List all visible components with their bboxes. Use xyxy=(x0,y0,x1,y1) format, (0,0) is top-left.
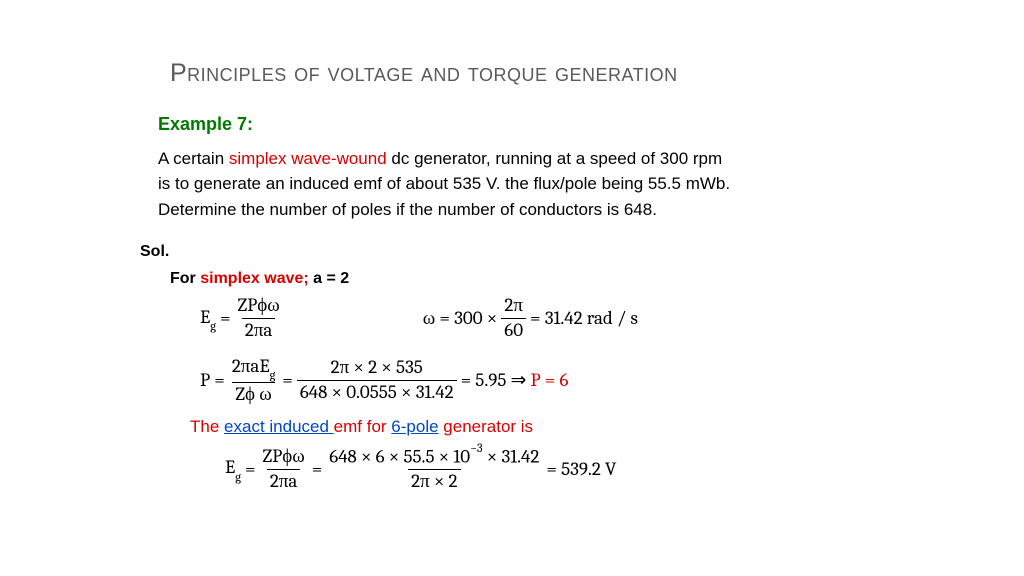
equals: = xyxy=(312,455,323,484)
for-line: For simplex wave; a = 2 xyxy=(170,267,974,291)
text: emf for xyxy=(334,417,392,436)
text: = 31.42 rad / s xyxy=(530,304,638,333)
text: × 31.42 xyxy=(483,445,540,467)
equals: = xyxy=(282,366,293,395)
equation-row-2: P = 2πaEg Zϕ ω = 2π × 2 × 535 648 × 0.05… xyxy=(200,356,974,406)
numerator: 2π xyxy=(501,295,526,318)
denominator: 648 × 0.0555 × 31.42 xyxy=(297,380,457,404)
subscript: g xyxy=(210,320,216,334)
eq-eg: Eg = ZPϕω 2πa xyxy=(200,295,283,342)
highlight-simplex: simplex wave-wound xyxy=(229,149,387,168)
problem-line-1: A certain simplex wave-wound dc generato… xyxy=(158,146,974,172)
text: The exact induced emf for 6-pole generat… xyxy=(190,417,533,436)
equals: = xyxy=(220,304,231,333)
text: dc generator, running at a speed of 300 … xyxy=(387,149,723,168)
result: = 539.2 V xyxy=(546,455,616,484)
eq-p: P = 2πaEg Zϕ ω = 2π × 2 × 535 648 × 0.05… xyxy=(200,356,568,406)
note-line: The exact induced emf for 6-pole generat… xyxy=(190,414,974,440)
text: ω = 300 × xyxy=(423,304,498,333)
text: A certain xyxy=(158,149,229,168)
text: The xyxy=(190,417,224,436)
numerator: 2π × 2 × 535 xyxy=(328,357,426,380)
page-title: Principles of voltage and torque generat… xyxy=(170,55,974,93)
subscript: g xyxy=(270,369,276,383)
numerator: ZPϕω xyxy=(259,446,307,469)
denominator: 60 xyxy=(501,318,526,342)
subscript: g xyxy=(235,471,241,485)
highlight-simplex-wave: simplex wave; xyxy=(200,270,309,287)
problem-line-3: Determine the number of poles if the num… xyxy=(158,197,974,223)
eq-omega: ω = 300 × 2π 60 = 31.42 rad / s xyxy=(423,295,638,342)
example-label: Example 7: xyxy=(158,111,974,138)
text: P = xyxy=(200,366,225,395)
denominator: Zϕ ω xyxy=(232,382,274,406)
answer-p: P = 6 xyxy=(530,366,568,395)
equation-row-1: Eg = ZPϕω 2πa ω = 300 × 2π 60 = 31.42 ra… xyxy=(200,295,974,342)
text: generator is xyxy=(439,417,534,436)
underline-exact: exact induced xyxy=(224,417,334,436)
text: = 5.95 ⇒ xyxy=(461,366,527,395)
equals: = xyxy=(245,455,256,484)
denominator: 2πa xyxy=(242,318,276,342)
problem-line-2: is to generate an induced emf of about 5… xyxy=(158,171,974,197)
text: a = 2 xyxy=(309,270,349,287)
text: 648 × 6 × 55.5 × 10 xyxy=(329,445,470,467)
denominator: 2πa xyxy=(267,469,301,493)
underline-6pole: 6-pole xyxy=(391,417,438,436)
solution-label: Sol. xyxy=(140,240,974,264)
text: 2πaE xyxy=(232,355,270,377)
text: E xyxy=(225,456,235,478)
exponent: −3 xyxy=(470,442,483,456)
text: For xyxy=(170,270,200,287)
equation-row-3: Eg = ZPϕω 2πa = 648 × 6 × 55.5 × 10−3 × … xyxy=(225,445,974,493)
numerator: 2πaEg xyxy=(229,356,278,382)
eq-final: Eg = ZPϕω 2πa = 648 × 6 × 55.5 × 10−3 × … xyxy=(225,445,616,493)
text: E xyxy=(200,306,210,328)
slide: Principles of voltage and torque generat… xyxy=(0,0,1024,493)
denominator: 2π × 2 xyxy=(408,469,460,493)
numerator: ZPϕω xyxy=(234,295,282,318)
numerator: 648 × 6 × 55.5 × 10−3 × 31.42 xyxy=(326,445,542,469)
problem-statement: A certain simplex wave-wound dc generato… xyxy=(158,146,974,223)
